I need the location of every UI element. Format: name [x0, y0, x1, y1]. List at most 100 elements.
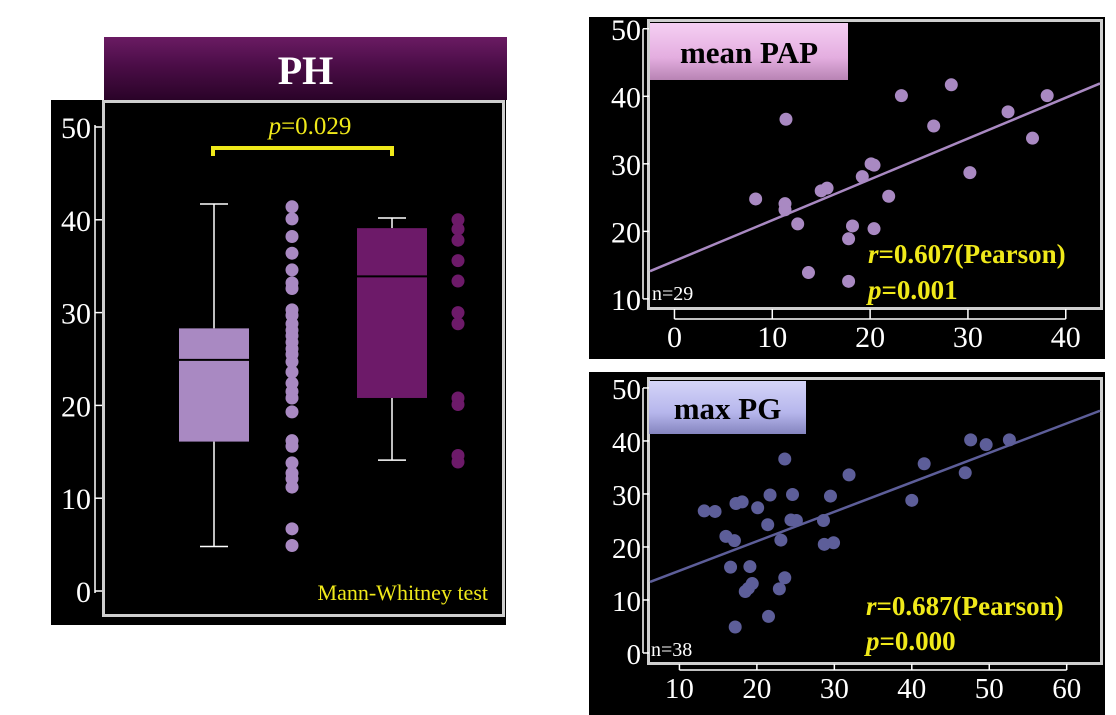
ph-data-point	[285, 355, 299, 369]
pg-data-point	[727, 534, 741, 548]
pap-r-symbol: r	[868, 239, 879, 269]
pap-data-point	[801, 266, 815, 280]
pap-x-tick-label: 10	[757, 321, 787, 354]
pg-data-point	[816, 513, 830, 527]
pg-p-symbol: p	[864, 626, 880, 656]
pg-x-tick-label: 10	[665, 673, 694, 705]
ph-box	[357, 228, 427, 398]
pap-y-tick-label: 20	[611, 216, 641, 249]
pap-r-annotation: r=0.607(Pearson)	[868, 239, 1066, 269]
ph-data-point	[285, 439, 299, 453]
ph-data-point	[451, 222, 465, 236]
pg-data-point	[842, 468, 856, 482]
ph-pvalue-value: =0.029	[281, 113, 351, 140]
pap-data-point	[842, 274, 856, 288]
pap-data-point	[820, 181, 834, 195]
ph-data-point	[285, 522, 299, 536]
ph-data-point	[451, 233, 465, 247]
pg-y-tick-label: 40	[612, 427, 641, 459]
pap-marks	[649, 78, 1101, 288]
pg-data-point	[762, 609, 776, 623]
pg-label-box	[649, 381, 806, 434]
pg-x-tick-label: 40	[897, 673, 926, 705]
ph-data-point	[285, 480, 299, 494]
pg-data-point	[751, 501, 765, 515]
pap-p-symbol: p	[866, 275, 882, 305]
pg-y-tick-label: 10	[612, 586, 641, 618]
pap-y-tick-label: 50	[611, 14, 641, 47]
pg-data-point	[827, 536, 841, 550]
pg-data-point	[778, 452, 792, 466]
pap-data-point	[927, 119, 941, 133]
pg-marks	[649, 409, 1101, 634]
ph-data-point	[285, 230, 299, 244]
pg-data-point	[735, 495, 749, 509]
ph-y-tick-label: 30	[61, 298, 91, 331]
pg-label: max PG	[674, 391, 782, 426]
pg-plot-frame	[647, 377, 1103, 665]
pap-n-label: n=29	[652, 283, 693, 305]
pap-data-point	[749, 192, 763, 206]
ph-y-tick-label: 10	[61, 483, 91, 516]
ph-boxplot-panel: PH 0 10 20 30 40 50 p=0.029 Mann-Whitney test	[51, 37, 507, 625]
ph-data-point	[451, 213, 465, 227]
pg-data-point	[917, 457, 931, 471]
ph-data-point	[451, 455, 465, 469]
pap-data-point	[867, 158, 881, 172]
pap-data-point	[1001, 105, 1015, 119]
ph-marks	[179, 200, 465, 553]
ph-pvalue-annotation: p=0.029	[267, 113, 352, 140]
ph-plot-frame	[102, 100, 505, 617]
pap-trend-line	[649, 82, 1101, 273]
pap-data-point	[846, 219, 859, 233]
ph-data-point	[451, 397, 465, 411]
ph-data-point	[285, 539, 299, 553]
ph-data-point	[451, 274, 465, 288]
pap-data-point	[1026, 131, 1039, 145]
ph-title: PH	[278, 48, 334, 93]
ph-y-tick-label: 20	[61, 390, 91, 423]
ph-panel-bg	[51, 100, 506, 625]
pg-p-value: =0.000	[880, 626, 956, 656]
ph-data-point	[285, 405, 299, 419]
pg-r-symbol: r	[866, 591, 877, 621]
pg-r-annotation: r=0.687(Pearson)	[866, 591, 1064, 621]
pap-data-point	[1040, 89, 1054, 103]
pg-data-point	[823, 489, 837, 503]
pg-data-point	[724, 560, 738, 574]
pap-data-point	[894, 89, 908, 103]
pap-data-point	[778, 197, 792, 211]
pap-r-value: =0.607(Pearson)	[879, 239, 1066, 269]
pap-data-point	[882, 189, 896, 203]
pg-data-point	[789, 513, 803, 527]
pg-data-point	[761, 518, 775, 532]
pg-data-point	[774, 533, 788, 547]
pg-data-point	[728, 620, 742, 634]
pg-y-tick-label: 0	[627, 639, 642, 671]
pg-data-point	[1002, 433, 1016, 447]
pg-x-tick-label: 60	[1052, 673, 1081, 705]
pg-data-point	[697, 504, 711, 518]
ph-y-tick-label: 50	[61, 112, 91, 145]
ph-y-axis: 0 10 20 30 40 50	[61, 112, 102, 609]
pg-r-value: =0.687(Pearson)	[877, 591, 1064, 621]
pg-y-tick-label: 50	[612, 374, 641, 406]
pg-n-label: n=38	[651, 639, 692, 661]
pap-x-tick-label: 40	[1051, 321, 1081, 354]
pg-axes: 0 10 20 30 40 50 10 20 30 40 50 60	[612, 374, 1081, 705]
pap-p-value: =0.001	[882, 275, 958, 305]
ph-y-tick-label: 40	[61, 205, 91, 238]
pap-p-annotation: p=0.001	[866, 275, 958, 305]
pap-x-tick-label: 30	[953, 321, 983, 354]
pap-data-point	[842, 232, 856, 246]
pg-data-point	[964, 433, 978, 447]
max-pg-scatter-panel: 0 10 20 30 40 50 10 20 30 40 50 60 max PG n=38 r=0.…	[589, 372, 1105, 715]
pg-data-point	[745, 577, 759, 591]
pap-data-point	[963, 166, 977, 180]
pg-y-tick-label: 20	[612, 533, 641, 565]
pap-y-tick-label: 40	[611, 81, 641, 114]
pg-x-tick-label: 30	[820, 673, 849, 705]
ph-title-bar	[104, 37, 507, 100]
pg-y-tick-label: 30	[612, 480, 641, 512]
